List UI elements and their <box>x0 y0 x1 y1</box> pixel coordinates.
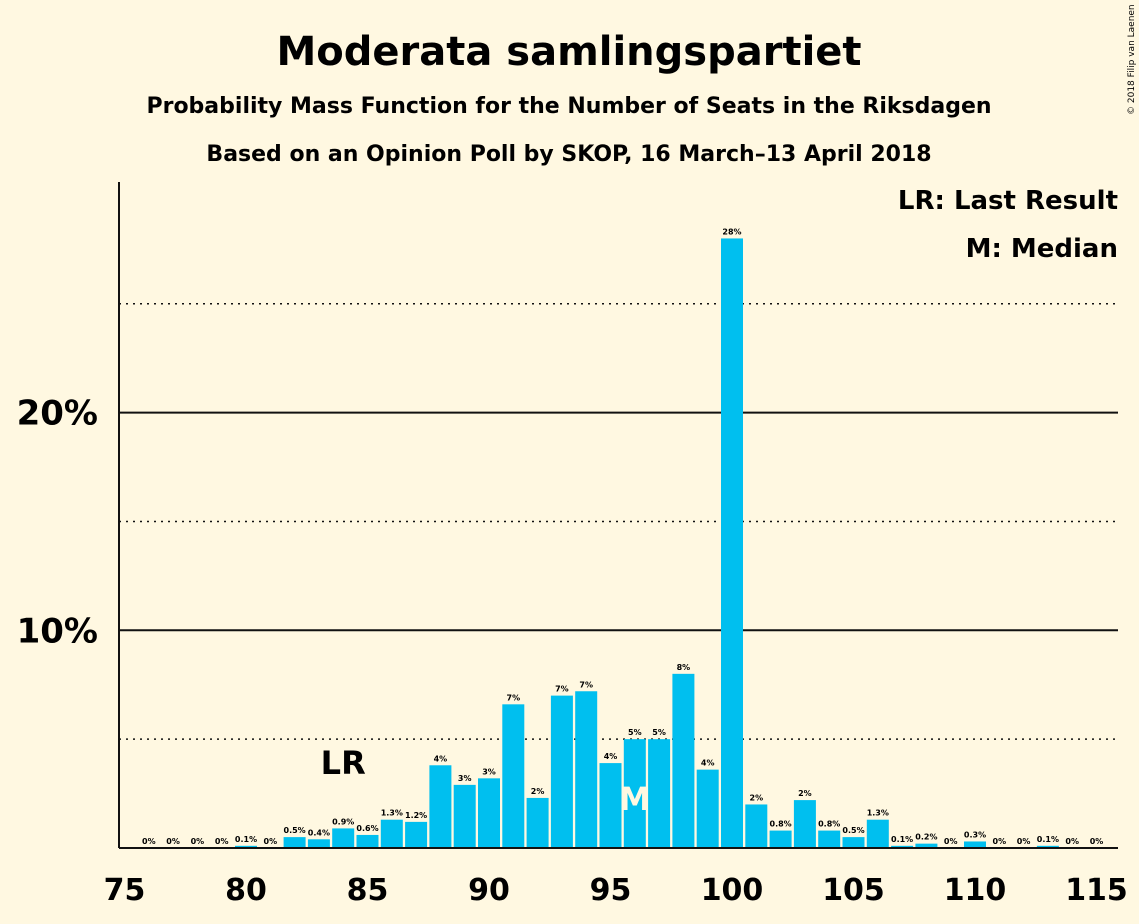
value-label-97: 5% <box>652 728 666 737</box>
bar-97 <box>648 739 671 848</box>
value-label-105: 0.5% <box>842 826 864 835</box>
bars <box>235 238 1059 848</box>
value-label-76: 0% <box>142 837 156 846</box>
last-result-label: LR <box>321 744 366 782</box>
value-label-79: 0% <box>215 837 229 846</box>
bar-82 <box>283 837 306 848</box>
x-tick-100: 100 <box>701 873 764 908</box>
value-label-88: 4% <box>434 754 448 763</box>
bar-89 <box>453 784 476 848</box>
bar-102 <box>769 830 792 848</box>
bar-107 <box>891 845 914 848</box>
value-label-85: 0.6% <box>356 824 378 833</box>
value-label-107: 0.1% <box>891 835 913 844</box>
x-tick-110: 110 <box>944 873 1007 908</box>
bar-95 <box>599 763 622 848</box>
value-label-112: 0% <box>1017 837 1031 846</box>
value-label-91: 7% <box>507 693 521 702</box>
value-label-113: 0.1% <box>1037 835 1059 844</box>
value-label-87: 1.2% <box>405 811 427 820</box>
value-label-94: 7% <box>579 680 593 689</box>
bar-87 <box>405 821 428 848</box>
bar-92 <box>526 797 549 848</box>
bar-99 <box>696 769 719 848</box>
chart-subtitle-poll: Based on an Opinion Poll by SKOP, 16 Mar… <box>206 142 931 167</box>
value-label-96: 5% <box>628 728 642 737</box>
bar-103 <box>793 800 816 848</box>
value-label-111: 0% <box>993 837 1007 846</box>
value-label-110: 0.3% <box>964 830 986 839</box>
value-label-100: 28% <box>722 227 741 236</box>
value-label-90: 3% <box>482 767 496 776</box>
value-label-93: 7% <box>555 685 569 694</box>
bar-80 <box>235 845 257 848</box>
x-tick-90: 90 <box>468 873 510 908</box>
value-label-108: 0.2% <box>915 833 937 842</box>
value-label-115: 0% <box>1090 837 1104 846</box>
value-label-101: 2% <box>750 793 764 802</box>
bar-108 <box>915 843 938 848</box>
value-label-114: 0% <box>1065 837 1079 846</box>
chart-subtitle: Probability Mass Function for the Number… <box>146 94 991 119</box>
legend-last-result: LR: Last Result <box>898 186 1118 216</box>
value-label-86: 1.3% <box>381 809 403 818</box>
value-label-104: 0.8% <box>818 820 840 829</box>
value-label-77: 0% <box>166 837 180 846</box>
value-label-95: 4% <box>604 752 618 761</box>
bar-93 <box>550 695 573 848</box>
bar-106 <box>866 819 889 848</box>
bar-84 <box>332 828 355 848</box>
value-labels: 0% 0% 0% 0% 0.1% 0%0.5% 0.4%0.9%0.6%1.3% 1.2%4%… <box>142 227 1103 846</box>
bar-110 <box>964 841 986 848</box>
markers: LR M <box>321 744 651 818</box>
value-label-109: 0% <box>944 837 958 846</box>
bar-91 <box>502 704 525 848</box>
bar-94 <box>575 691 598 848</box>
value-label-81: 0% <box>264 837 278 846</box>
x-tick-85: 85 <box>347 873 389 908</box>
x-tick-105: 105 <box>822 873 885 908</box>
x-tick-labels: 75 80 85 90 95 100 105 110 115 <box>104 873 1128 908</box>
bar-98 <box>672 673 695 848</box>
value-label-99: 4% <box>701 759 715 768</box>
copyright-note: © 2018 Filip van Laenen <box>1127 4 1137 115</box>
y-tick-20: 20% <box>17 394 98 434</box>
bar-83 <box>307 839 330 848</box>
value-label-82: 0.5% <box>284 826 306 835</box>
chart-title: Moderata samlingspartiet <box>276 29 861 75</box>
value-label-92: 2% <box>531 787 545 796</box>
x-tick-115: 115 <box>1065 873 1128 908</box>
value-label-102: 0.8% <box>770 820 792 829</box>
bar-104 <box>818 830 841 848</box>
value-label-89: 3% <box>458 774 472 783</box>
value-label-83: 0.4% <box>308 828 330 837</box>
y-tick-labels: 10% 20% <box>17 394 98 652</box>
gridlines <box>119 303 1118 740</box>
x-tick-95: 95 <box>590 873 632 908</box>
bar-96 <box>623 739 646 848</box>
value-label-78: 0% <box>191 837 205 846</box>
median-label: M <box>619 780 651 818</box>
x-tick-80: 80 <box>225 873 267 908</box>
value-label-84: 0.9% <box>332 817 354 826</box>
y-tick-10: 10% <box>17 611 98 651</box>
bar-85 <box>356 834 379 848</box>
bar-86 <box>380 819 403 848</box>
value-label-103: 2% <box>798 789 812 798</box>
value-label-80: 0.1% <box>235 835 257 844</box>
bar-101 <box>745 804 768 848</box>
bar-100 <box>721 238 743 848</box>
legend-median: M: Median <box>966 234 1118 264</box>
bar-105 <box>842 837 865 848</box>
bar-113 <box>1036 845 1059 848</box>
bar-90 <box>478 778 500 848</box>
value-label-106: 1.3% <box>867 809 889 818</box>
x-tick-75: 75 <box>104 873 146 908</box>
bar-88 <box>429 765 452 848</box>
value-label-98: 8% <box>677 663 691 672</box>
